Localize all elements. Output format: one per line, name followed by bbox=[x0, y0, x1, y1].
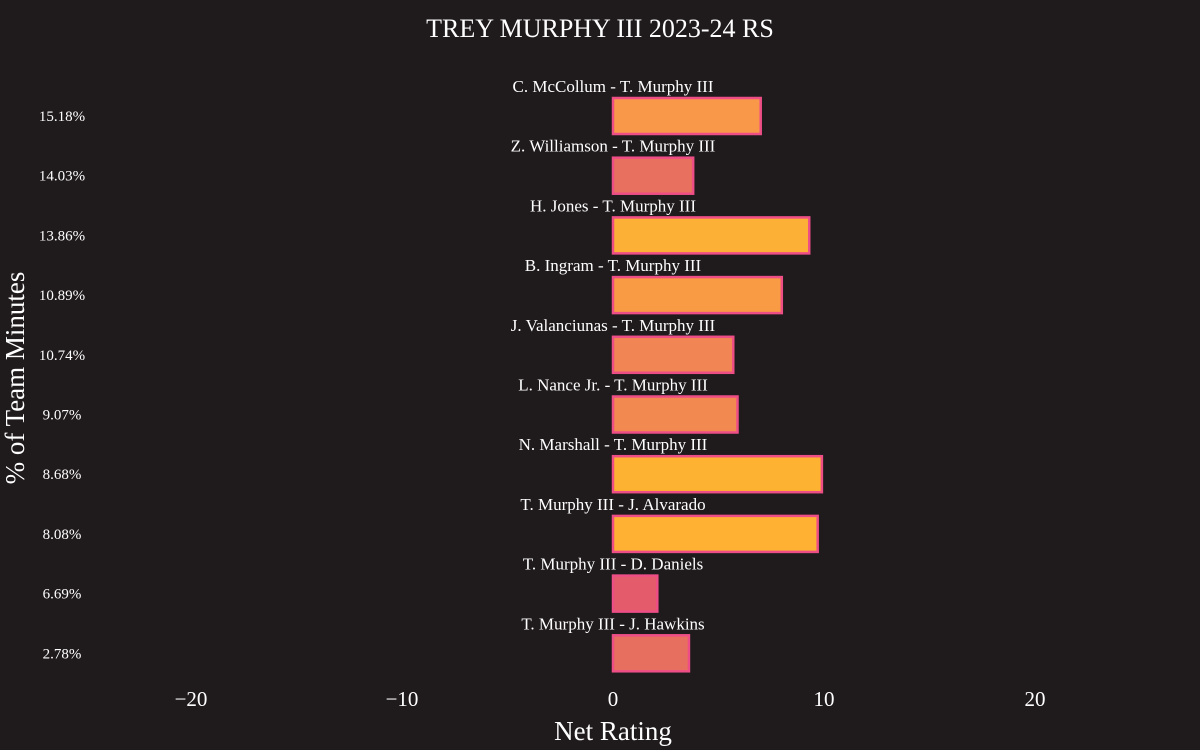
x-axis-ticks: −20 −10 0 10 20 bbox=[175, 687, 1046, 711]
bar-pair-label: H. Jones - T. Murphy III bbox=[530, 196, 696, 215]
bar bbox=[611, 335, 735, 375]
chart-title: TREY MURPHY III 2023-24 RS bbox=[426, 14, 774, 43]
bar-pair-label: B. Ingram - T. Murphy III bbox=[525, 256, 702, 275]
bars-layer: C. McCollum - T. Murphy III 15.18% Z. Will… bbox=[39, 77, 824, 673]
bar-pair-label: L. Nance Jr. - T. Murphy III bbox=[518, 376, 708, 395]
bar-pair-label: J. Valanciunas - T. Murphy III bbox=[511, 316, 716, 335]
bar-pair-label: N. Marshall - T. Murphy III bbox=[519, 435, 708, 454]
bar-pair-label: T. Murphy III - J. Alvarado bbox=[520, 495, 705, 514]
y-tick-label: 10.89% bbox=[39, 288, 85, 304]
bar bbox=[611, 156, 695, 195]
y-tick-label: 10.74% bbox=[39, 348, 85, 364]
bar bbox=[611, 514, 819, 554]
bar bbox=[611, 275, 784, 315]
bar bbox=[611, 454, 824, 494]
x-tick-label: 0 bbox=[608, 687, 619, 711]
bar-pair-label: C. McCollum - T. Murphy III bbox=[513, 77, 714, 96]
y-tick-label: 2.78% bbox=[43, 646, 82, 662]
x-tick-label: −20 bbox=[175, 687, 208, 711]
bar bbox=[611, 96, 762, 136]
x-tick-label: −10 bbox=[386, 687, 419, 711]
bar bbox=[611, 216, 811, 255]
bar-pair-label: T. Murphy III - J. Hawkins bbox=[521, 614, 704, 633]
bar bbox=[611, 574, 659, 613]
y-tick-label: 8.68% bbox=[43, 467, 82, 483]
bar-pair-label: T. Murphy III - D. Daniels bbox=[523, 555, 704, 574]
bar bbox=[611, 634, 691, 673]
bar-pair-label: Z. Williamson - T. Murphy III bbox=[511, 137, 716, 156]
y-tick-label: 8.08% bbox=[43, 527, 82, 543]
x-tick-label: 20 bbox=[1025, 687, 1046, 711]
y-tick-label: 9.07% bbox=[43, 408, 82, 424]
x-axis-label: Net Rating bbox=[554, 716, 672, 746]
y-tick-label: 15.18% bbox=[39, 109, 85, 125]
y-tick-label: 13.86% bbox=[39, 228, 85, 244]
y-tick-label: 6.69% bbox=[43, 587, 82, 603]
y-axis-label: % of Team Minutes bbox=[0, 272, 30, 485]
bar bbox=[611, 395, 739, 434]
y-tick-label: 14.03% bbox=[39, 169, 85, 185]
x-tick-label: 10 bbox=[814, 687, 835, 711]
